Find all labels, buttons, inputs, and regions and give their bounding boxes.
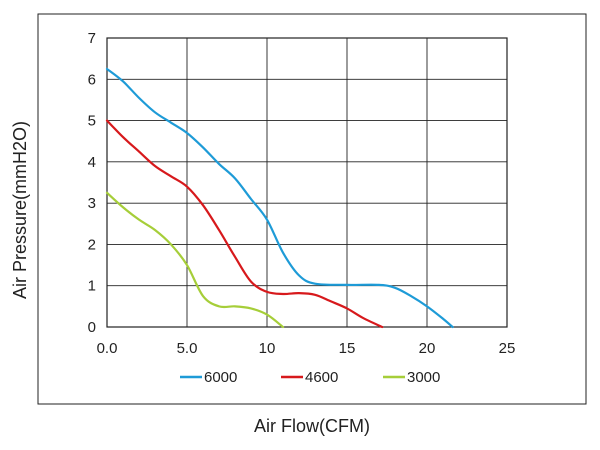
x-tick-label: 0.0	[97, 340, 118, 357]
x-tick-label: 10	[259, 340, 276, 357]
series-layer	[105, 67, 454, 329]
plot-area	[106, 37, 508, 328]
x-tick-label: 25	[499, 340, 516, 357]
x-axis-title: Air Flow(CFM)	[254, 416, 370, 436]
y-tick-label: 5	[88, 113, 96, 130]
grid-lines	[106, 37, 508, 328]
x-tick-label: 5.0	[177, 340, 198, 357]
chart-frame	[37, 13, 587, 405]
y-tick-label: 7	[88, 30, 96, 47]
y-tick-label: 1	[88, 278, 96, 295]
y-axis-title: Air Pressure(mmH2O)	[10, 121, 30, 299]
legend-label-4600: 4600	[305, 369, 338, 386]
legend-label-6000: 6000	[204, 369, 237, 386]
series-line-6000	[105, 67, 454, 329]
legend-label-3000: 3000	[407, 369, 440, 386]
y-tick-label: 6	[88, 71, 96, 88]
y-tick-label: 2	[88, 236, 96, 253]
x-tick-label: 15	[339, 340, 356, 357]
y-tick-label: 0	[88, 319, 96, 336]
x-tick-label: 20	[419, 340, 436, 357]
y-tick-label: 3	[88, 195, 96, 212]
series-line-3000	[105, 191, 285, 329]
x-tick-labels: 0.0 5.0 10 15 20 25	[97, 340, 516, 357]
y-tick-labels: 0 1 2 3 4 5 6 7	[88, 30, 96, 336]
series-line-4600	[105, 119, 384, 329]
legend: 6000 4600 3000	[180, 369, 440, 386]
y-tick-label: 4	[88, 154, 96, 171]
